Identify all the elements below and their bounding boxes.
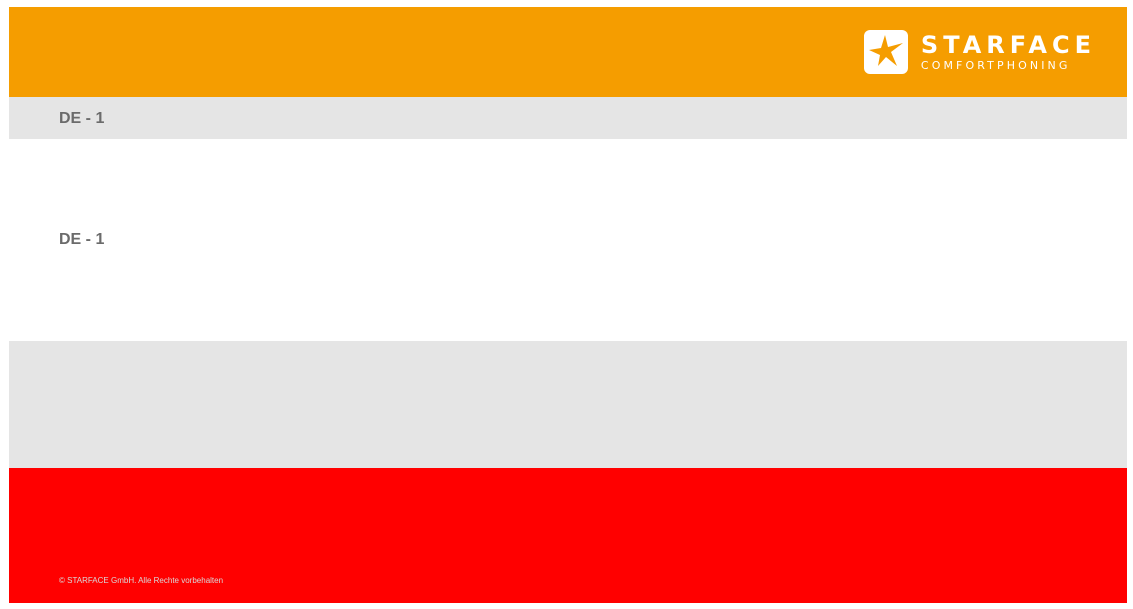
starface-logo: STARFACE COMFORTPHONING [863,29,1096,75]
slide-subtitle: DE - 1 [59,231,105,248]
slide-frame: STARFACE COMFORTPHONING DE - 1 DE - 1 © … [9,7,1127,603]
logo-text: STARFACE COMFORTPHONING [921,32,1096,73]
content-area: DE - 1 [9,139,1127,341]
grey-band [9,341,1127,468]
brand-tagline: COMFORTPHONING [920,58,1071,72]
brand-name: STARFACE [920,30,1096,59]
slide-title: DE - 1 [59,110,105,127]
title-band: DE - 1 [9,97,1127,139]
footer-bar: © STARFACE GmbH. Alle Rechte vorbehalten [9,468,1127,603]
star-logo-icon [863,30,908,74]
copyright-text: © STARFACE GmbH. Alle Rechte vorbehalten [59,576,224,585]
header-bar: STARFACE COMFORTPHONING [9,7,1127,97]
